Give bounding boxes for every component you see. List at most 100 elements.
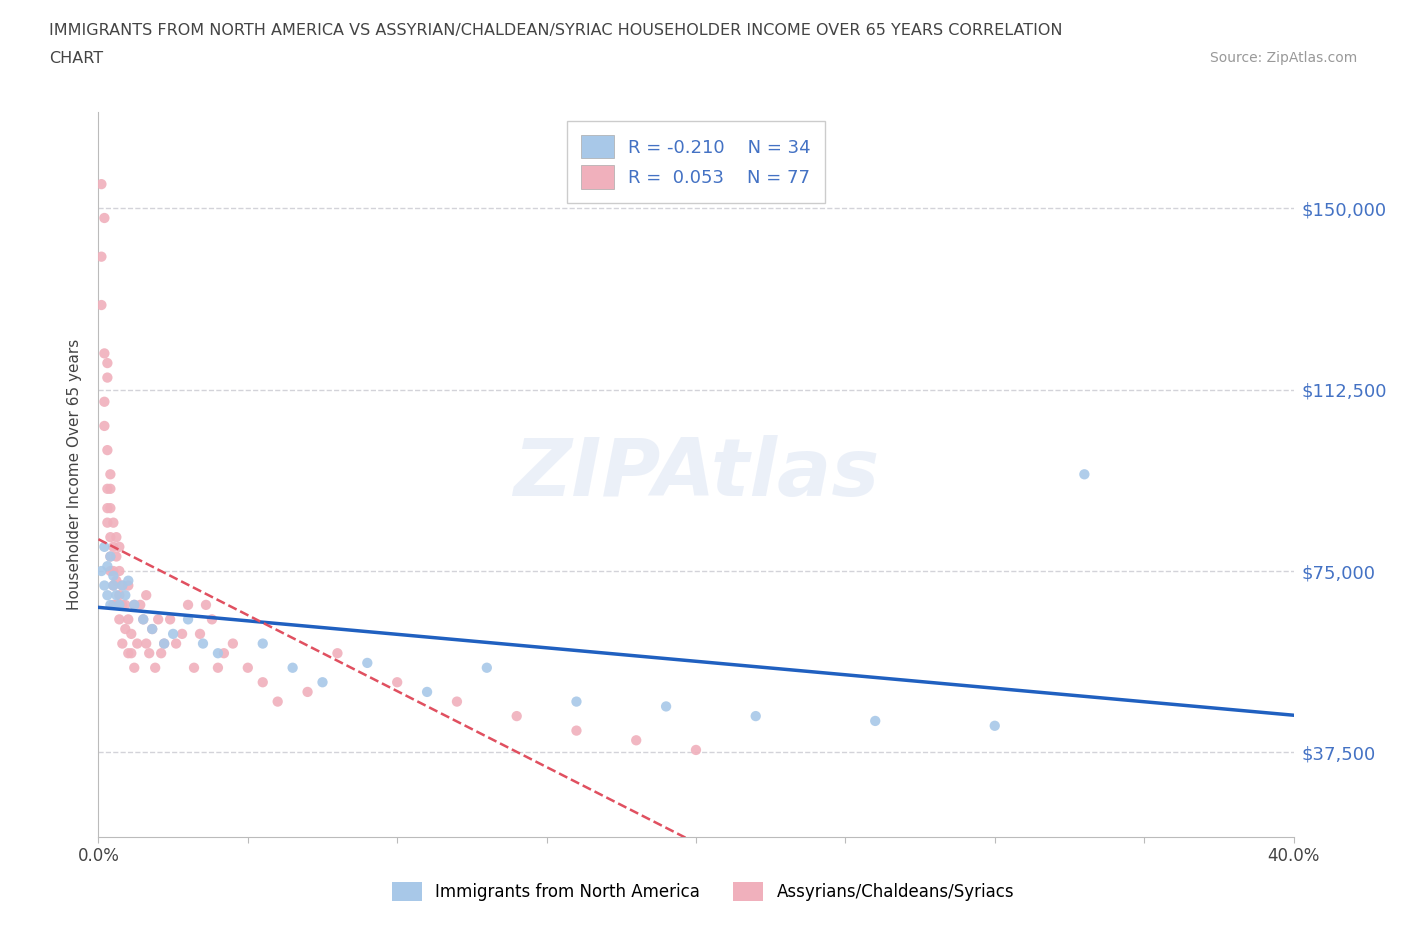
Point bbox=[201, 612, 224, 627]
Point bbox=[103, 564, 125, 578]
Point bbox=[98, 467, 122, 482]
Point bbox=[96, 370, 118, 385]
Point bbox=[103, 578, 125, 593]
Point bbox=[108, 564, 131, 578]
Text: CHART: CHART bbox=[49, 51, 103, 66]
Point bbox=[108, 597, 131, 612]
Point bbox=[124, 597, 146, 612]
Point bbox=[183, 660, 205, 675]
Point bbox=[165, 636, 187, 651]
Point bbox=[108, 612, 131, 627]
Point bbox=[105, 588, 128, 603]
Point bbox=[1073, 467, 1095, 482]
Point bbox=[297, 684, 319, 699]
Point bbox=[114, 621, 136, 636]
Point bbox=[93, 578, 115, 593]
Point bbox=[565, 724, 588, 738]
Point bbox=[98, 549, 122, 564]
Point bbox=[267, 694, 290, 709]
Point bbox=[385, 675, 409, 690]
Point bbox=[103, 568, 125, 583]
Y-axis label: Householder Income Over 65 years: Householder Income Over 65 years bbox=[67, 339, 83, 610]
Point bbox=[98, 482, 122, 497]
Point bbox=[356, 656, 378, 671]
Point bbox=[135, 636, 157, 651]
Point bbox=[207, 645, 229, 660]
Point bbox=[141, 621, 163, 636]
Point bbox=[127, 636, 149, 651]
Point bbox=[120, 627, 142, 642]
Point bbox=[103, 539, 125, 554]
Point bbox=[506, 709, 529, 724]
Point bbox=[132, 612, 155, 627]
Point bbox=[111, 578, 134, 593]
Point bbox=[114, 597, 136, 612]
Text: IMMIGRANTS FROM NORTH AMERICA VS ASSYRIAN/CHALDEAN/SYRIAC HOUSEHOLDER INCOME OVE: IMMIGRANTS FROM NORTH AMERICA VS ASSYRIA… bbox=[49, 23, 1063, 38]
Point bbox=[153, 636, 176, 651]
Point bbox=[111, 597, 134, 612]
Point bbox=[103, 515, 125, 530]
Point bbox=[124, 597, 146, 612]
Point bbox=[103, 578, 125, 593]
Point bbox=[132, 612, 155, 627]
Point bbox=[96, 482, 118, 497]
Text: ZIPAtlas: ZIPAtlas bbox=[513, 435, 879, 513]
Point bbox=[96, 515, 118, 530]
Point bbox=[93, 394, 115, 409]
Point bbox=[326, 645, 349, 660]
Point bbox=[111, 578, 134, 593]
Point bbox=[745, 709, 768, 724]
Point bbox=[148, 612, 170, 627]
Point bbox=[96, 588, 118, 603]
Point bbox=[117, 612, 139, 627]
Point bbox=[98, 530, 122, 545]
Point bbox=[98, 549, 122, 564]
Point bbox=[105, 573, 128, 588]
Point bbox=[105, 597, 128, 612]
Point bbox=[207, 660, 229, 675]
Point bbox=[93, 346, 115, 361]
Point bbox=[143, 660, 166, 675]
Point bbox=[311, 675, 333, 690]
Point bbox=[93, 210, 115, 225]
Point bbox=[150, 645, 173, 660]
Point bbox=[655, 699, 678, 714]
Point bbox=[117, 573, 139, 588]
Point bbox=[108, 588, 131, 603]
Point bbox=[93, 539, 115, 554]
Point bbox=[96, 355, 118, 370]
Point bbox=[865, 713, 887, 728]
Point bbox=[252, 675, 274, 690]
Point bbox=[565, 694, 588, 709]
Point bbox=[159, 612, 181, 627]
Point bbox=[281, 660, 304, 675]
Point bbox=[446, 694, 468, 709]
Point bbox=[685, 742, 707, 757]
Point bbox=[111, 636, 134, 651]
Point bbox=[129, 597, 152, 612]
Point bbox=[98, 564, 122, 578]
Point bbox=[984, 718, 1007, 733]
Point bbox=[177, 597, 200, 612]
Text: Source: ZipAtlas.com: Source: ZipAtlas.com bbox=[1209, 51, 1357, 65]
Legend: Immigrants from North America, Assyrians/Chaldeans/Syriacs: Immigrants from North America, Assyrians… bbox=[385, 875, 1021, 908]
Point bbox=[96, 559, 118, 574]
Point bbox=[108, 539, 131, 554]
Point bbox=[236, 660, 259, 675]
Point bbox=[114, 588, 136, 603]
Point bbox=[90, 564, 112, 578]
Point bbox=[626, 733, 648, 748]
Point bbox=[141, 621, 163, 636]
Point bbox=[475, 660, 498, 675]
Point bbox=[252, 636, 274, 651]
Point bbox=[117, 578, 139, 593]
Point bbox=[103, 597, 125, 612]
Point bbox=[177, 612, 200, 627]
Point bbox=[162, 627, 184, 642]
Point bbox=[93, 418, 115, 433]
Point bbox=[96, 500, 118, 515]
Point bbox=[172, 627, 194, 642]
Point bbox=[222, 636, 245, 651]
Point bbox=[416, 684, 439, 699]
Point bbox=[105, 549, 128, 564]
